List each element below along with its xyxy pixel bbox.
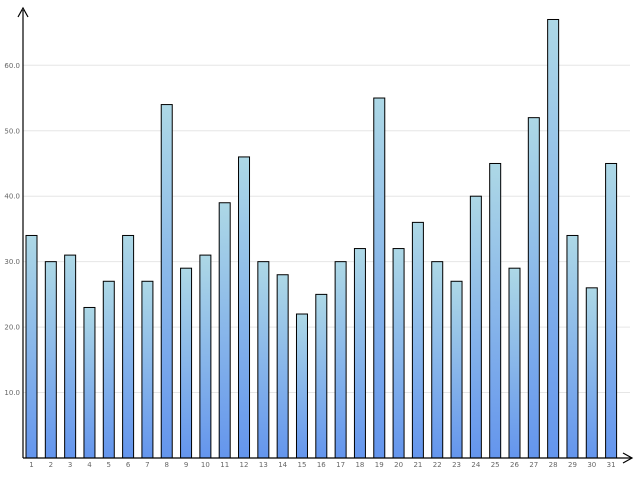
bar-16 xyxy=(315,293,328,459)
x-tick-label: 7 xyxy=(145,461,149,469)
y-tick-label: 10.0 xyxy=(4,389,20,397)
x-tick-label: 13 xyxy=(259,461,268,469)
bar-18 xyxy=(353,248,366,459)
y-tick-label: 50.0 xyxy=(4,127,20,135)
bar-6 xyxy=(122,234,135,459)
x-tick-label: 14 xyxy=(278,461,287,469)
bar-7 xyxy=(141,280,154,459)
bar-17 xyxy=(334,261,347,459)
bar-30 xyxy=(585,287,598,459)
bar-13 xyxy=(257,261,270,459)
bar-10 xyxy=(199,254,212,459)
bar-series xyxy=(25,18,618,459)
x-tick-label: 20 xyxy=(394,461,403,469)
x-tick-label: 5 xyxy=(107,461,111,469)
x-tick-label: 10 xyxy=(201,461,210,469)
y-tick-label: 20.0 xyxy=(4,324,20,332)
x-tick-label: 4 xyxy=(87,461,92,469)
y-tick-label: 30.0 xyxy=(4,258,20,266)
x-tick-label: 24 xyxy=(471,461,480,469)
y-tick-label: 60.0 xyxy=(4,62,20,70)
bar-19 xyxy=(373,97,386,459)
bar-2 xyxy=(44,261,57,459)
bar-23 xyxy=(450,280,463,459)
x-tick-label: 26 xyxy=(510,461,519,469)
bar-21 xyxy=(411,221,424,459)
bar-31 xyxy=(605,162,618,459)
bar-12 xyxy=(238,156,251,459)
x-tick-label: 17 xyxy=(336,461,345,469)
bar-9 xyxy=(180,267,193,459)
bar-8 xyxy=(160,104,173,459)
bar-11 xyxy=(218,202,231,459)
x-tick-label: 8 xyxy=(165,461,169,469)
bar-24 xyxy=(469,195,482,459)
y-tick-label: 40.0 xyxy=(4,193,20,201)
x-tick-label: 19 xyxy=(375,461,384,469)
bar-20 xyxy=(392,248,405,459)
x-tick-label: 9 xyxy=(184,461,188,469)
x-tick-label: 6 xyxy=(126,461,131,469)
x-tick-label: 23 xyxy=(452,461,461,469)
x-tick-label: 22 xyxy=(433,461,442,469)
bar-1 xyxy=(25,234,38,459)
x-tick-label: 1 xyxy=(29,461,33,469)
x-tick-label: 29 xyxy=(568,461,577,469)
x-axis-arrow-icon xyxy=(622,452,634,464)
bar-15 xyxy=(295,313,308,459)
bar-4 xyxy=(83,306,96,459)
x-tick-label: 30 xyxy=(587,461,596,469)
x-tick-label: 12 xyxy=(240,461,249,469)
bar-22 xyxy=(431,261,444,459)
bar-28 xyxy=(547,18,560,459)
bar-3 xyxy=(64,254,77,459)
x-tick-label: 28 xyxy=(549,461,558,469)
x-tick-label: 25 xyxy=(491,461,500,469)
x-tick-label: 15 xyxy=(298,461,307,469)
y-axis-arrow-icon xyxy=(17,6,29,18)
bar-5 xyxy=(102,280,115,459)
bar-29 xyxy=(566,234,579,459)
x-tick-label: 11 xyxy=(220,461,229,469)
bar-25 xyxy=(489,162,502,459)
bar-26 xyxy=(508,267,521,459)
x-tick-label: 2 xyxy=(49,461,53,469)
x-tick-label: 27 xyxy=(529,461,538,469)
x-tick-label: 16 xyxy=(317,461,326,469)
axes xyxy=(17,6,634,464)
x-tick-label: 3 xyxy=(68,461,72,469)
x-tick-labels: 1 2 3 4 5 6 7 8 9 10 11 12 13 14 15 16 17 18 19 20 21 22 23 24 2… xyxy=(29,461,615,469)
bar-27 xyxy=(527,117,540,459)
y-tick-labels: 10.0 20.0 30.0 40.0 50.0 60.0 xyxy=(4,62,20,397)
x-tick-label: 21 xyxy=(413,461,422,469)
x-tick-label: 18 xyxy=(355,461,364,469)
bar-14 xyxy=(276,274,289,459)
x-tick-label: 31 xyxy=(607,461,616,469)
